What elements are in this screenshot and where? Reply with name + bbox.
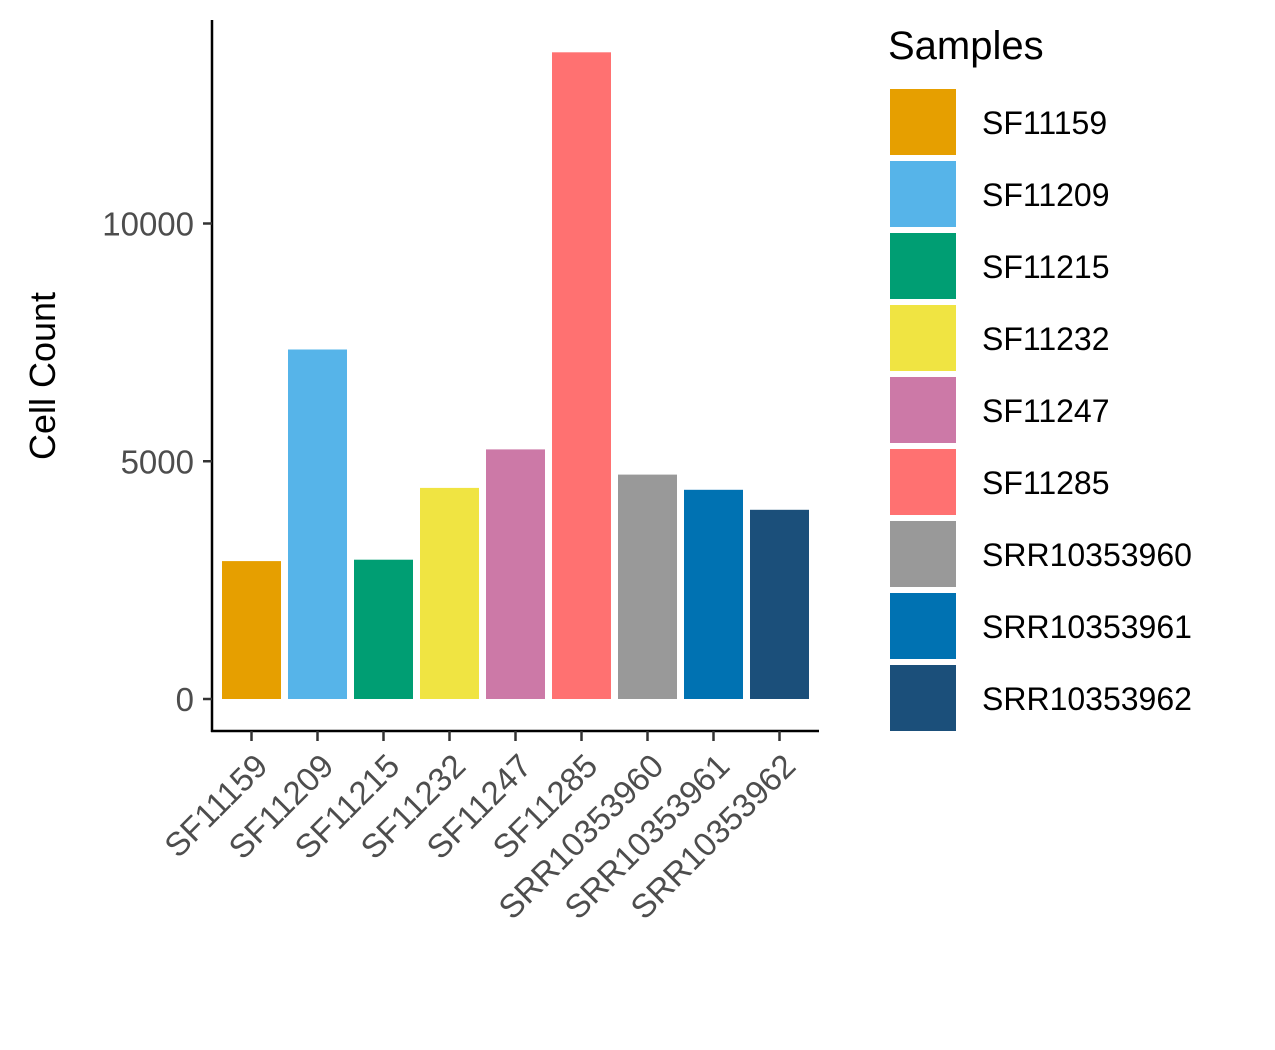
y-ticks-group: 0 5000 10000	[102, 206, 212, 718]
legend-label: SF11285	[982, 465, 1110, 501]
y-tick-label: 10000	[102, 206, 194, 243]
bar-sf11232	[420, 487, 479, 699]
legend-label: SRR10353962	[982, 681, 1192, 717]
legend-label: SF11209	[982, 177, 1110, 213]
legend: Samples SF11159SF11209SF11215SF11232SF11…	[888, 24, 1192, 731]
legend-title: Samples	[888, 24, 1044, 68]
bar-srr10353962	[750, 509, 809, 699]
bar-srr10353961	[684, 489, 743, 699]
bar-srr10353960	[618, 474, 677, 699]
legend-key-srr10353962	[890, 665, 956, 731]
bar-sf11159	[222, 561, 281, 699]
bar-sf11209	[288, 349, 347, 699]
y-axis-title: Cell Count	[22, 292, 63, 460]
y-tick-label: 0	[176, 681, 194, 718]
legend-key-srr10353961	[890, 593, 956, 659]
bar-sf11285	[552, 52, 611, 700]
bar-sf11247	[486, 449, 545, 699]
legend-label: SF11247	[982, 393, 1110, 429]
legend-label: SF11215	[982, 249, 1110, 285]
x-ticks-group: SF11159SF11209SF11215SF11232SF11247SF112…	[157, 731, 802, 926]
y-tick-label: 5000	[121, 443, 194, 480]
legend-label: SRR10353961	[982, 609, 1192, 645]
legend-key-sf11285	[890, 449, 956, 515]
legend-label: SRR10353960	[982, 537, 1192, 573]
legend-key-sf11215	[890, 233, 956, 299]
legend-key-sf11209	[890, 161, 956, 227]
legend-key-sf11232	[890, 305, 956, 371]
legend-label: SF11159	[982, 105, 1107, 141]
legend-key-sf11159	[890, 89, 956, 155]
legend-items: SF11159 SF11209 SF11215 SF11232 SF11247 SF112…	[890, 89, 1192, 731]
legend-key-sf11247	[890, 377, 956, 443]
bars-group	[222, 52, 809, 700]
legend-key-srr10353960	[890, 521, 956, 587]
bar-sf11215	[354, 559, 413, 699]
legend-label: SF11232	[982, 321, 1110, 357]
